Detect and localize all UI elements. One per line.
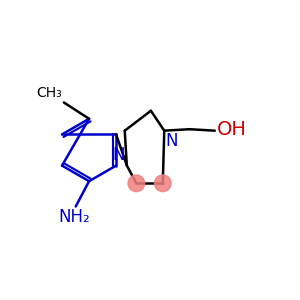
Text: N: N xyxy=(113,146,125,164)
Circle shape xyxy=(128,175,145,192)
Text: OH: OH xyxy=(217,120,247,139)
Text: CH₃: CH₃ xyxy=(37,86,62,100)
Text: N: N xyxy=(166,132,178,150)
Text: NH₂: NH₂ xyxy=(58,208,90,226)
Circle shape xyxy=(154,175,171,192)
